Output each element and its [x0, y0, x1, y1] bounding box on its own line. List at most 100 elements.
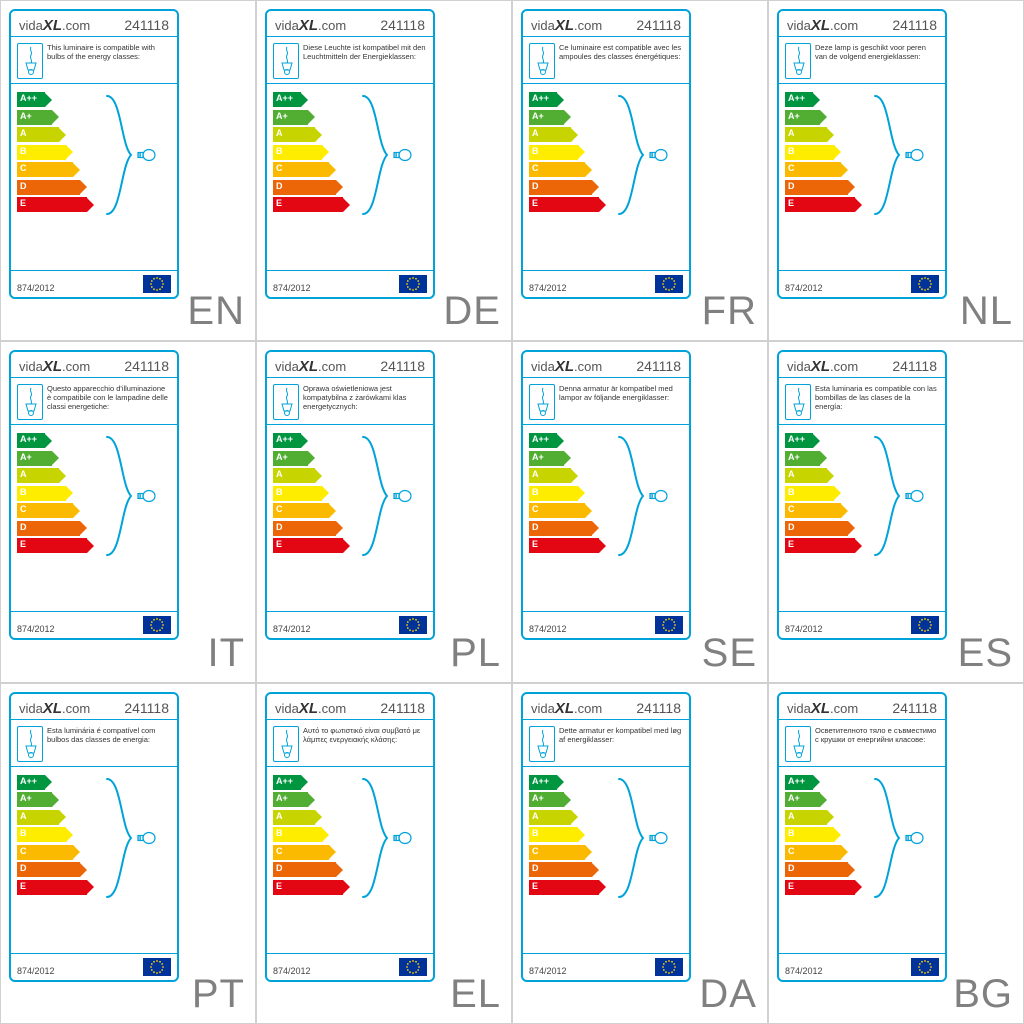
product-code: 241118 — [124, 17, 169, 33]
label-cell: vidaXL.com 241118 Dette armatur er kompa… — [512, 683, 768, 1024]
brand-logo: vidaXL.com — [787, 700, 858, 717]
language-code: EN — [187, 289, 245, 334]
energy-class-chart: A++ A+ A B C — [11, 88, 177, 228]
product-code: 241118 — [892, 17, 937, 33]
pendant-lamp-icon — [529, 384, 555, 420]
label-cell: vidaXL.com 241118 Denna armatur är kompa… — [512, 341, 768, 682]
product-code: 241118 — [636, 17, 681, 33]
regulation-text: 874/2012 — [273, 283, 311, 293]
regulation-text: 874/2012 — [17, 283, 55, 293]
label-cell: vidaXL.com 241118 Esta luminaria es comp… — [768, 341, 1024, 682]
product-code: 241118 — [380, 700, 425, 716]
language-code: PT — [192, 972, 245, 1017]
regulation-text: 874/2012 — [273, 624, 311, 634]
language-code: SE — [702, 631, 757, 676]
product-code: 241118 — [636, 358, 681, 374]
bracket-bulb-icon — [615, 94, 677, 214]
language-code: FR — [702, 289, 757, 334]
language-code: PL — [450, 631, 501, 676]
description-text: Αυτό το φωτιστικό είναι συμβατό με λάμπε… — [303, 726, 427, 762]
bracket-bulb-icon — [103, 777, 165, 897]
label-cell: vidaXL.com 241118 This luminaire is comp… — [0, 0, 256, 341]
description-text: Diese Leuchte ist kompatibel mit den Leu… — [303, 43, 427, 79]
energy-label-card: vidaXL.com 241118 Αυτό το φωτιστικό είνα… — [265, 692, 435, 982]
eu-flag-icon — [655, 958, 683, 976]
energy-label-card: vidaXL.com 241118 Questo apparecchio d'i… — [9, 350, 179, 640]
energy-label-card: vidaXL.com 241118 This luminaire is comp… — [9, 9, 179, 299]
bracket-bulb-icon — [359, 435, 421, 555]
brand-logo: vidaXL.com — [19, 700, 90, 717]
pendant-lamp-icon — [273, 43, 299, 79]
energy-label-card: vidaXL.com 241118 Denna armatur är kompa… — [521, 350, 691, 640]
pendant-lamp-icon — [17, 384, 43, 420]
pendant-lamp-icon — [785, 43, 811, 79]
eu-flag-icon — [655, 275, 683, 293]
brand-logo: vidaXL.com — [19, 17, 90, 34]
eu-flag-icon — [143, 275, 171, 293]
pendant-lamp-icon — [529, 726, 555, 762]
product-code: 241118 — [380, 358, 425, 374]
eu-flag-icon — [143, 958, 171, 976]
bracket-bulb-icon — [103, 94, 165, 214]
pendant-lamp-icon — [273, 726, 299, 762]
description-text: This luminaire is compatible with bulbs … — [47, 43, 171, 79]
regulation-text: 874/2012 — [529, 966, 567, 976]
regulation-text: 874/2012 — [529, 624, 567, 634]
brand-logo: vidaXL.com — [787, 17, 858, 34]
eu-flag-icon — [399, 958, 427, 976]
brand-logo: vidaXL.com — [531, 358, 602, 375]
product-code: 241118 — [124, 358, 169, 374]
label-cell: vidaXL.com 241118 Questo apparecchio d'i… — [0, 341, 256, 682]
bracket-bulb-icon — [871, 435, 933, 555]
pendant-lamp-icon — [529, 43, 555, 79]
brand-logo: vidaXL.com — [275, 358, 346, 375]
eu-flag-icon — [399, 616, 427, 634]
brand-logo: vidaXL.com — [275, 17, 346, 34]
brand-logo: vidaXL.com — [531, 17, 602, 34]
label-cell: vidaXL.com 241118 Oprawa oświetleniowa j… — [256, 341, 512, 682]
bracket-bulb-icon — [871, 777, 933, 897]
language-code: IT — [207, 631, 245, 676]
eu-flag-icon — [399, 275, 427, 293]
label-cell: vidaXL.com 241118 Ce luminaire est compa… — [512, 0, 768, 341]
product-code: 241118 — [124, 700, 169, 716]
eu-flag-icon — [911, 616, 939, 634]
label-cell: vidaXL.com 241118 Αυτό το φωτιστικό είνα… — [256, 683, 512, 1024]
energy-class-chart: A++ A+ A B C — [523, 429, 689, 569]
bracket-bulb-icon — [615, 435, 677, 555]
label-cell: vidaXL.com 241118 Deze lamp is geschikt … — [768, 0, 1024, 341]
eu-flag-icon — [143, 616, 171, 634]
energy-class-chart: A++ A+ A B C — [11, 771, 177, 911]
regulation-text: 874/2012 — [17, 966, 55, 976]
energy-class-chart: A++ A+ A B C — [267, 771, 433, 911]
energy-label-card: vidaXL.com 241118 Esta luminária é compa… — [9, 692, 179, 982]
language-code: DA — [699, 972, 757, 1017]
label-cell: vidaXL.com 241118 Осветителното тяло е с… — [768, 683, 1024, 1024]
eu-flag-icon — [655, 616, 683, 634]
energy-class-chart: A++ A+ A B C — [779, 771, 945, 911]
energy-class-chart: A++ A+ A B C — [523, 88, 689, 228]
energy-class-chart: A++ A+ A B C — [779, 429, 945, 569]
label-cell: vidaXL.com 241118 Diese Leuchte ist komp… — [256, 0, 512, 341]
energy-label-card: vidaXL.com 241118 Esta luminaria es comp… — [777, 350, 947, 640]
pendant-lamp-icon — [17, 726, 43, 762]
energy-class-chart: A++ A+ A B C — [267, 429, 433, 569]
eu-flag-icon — [911, 275, 939, 293]
pendant-lamp-icon — [273, 384, 299, 420]
product-code: 241118 — [892, 358, 937, 374]
product-code: 241118 — [380, 17, 425, 33]
language-code: NL — [960, 289, 1013, 334]
product-code: 241118 — [892, 700, 937, 716]
description-text: Esta luminaria es compatible con las bom… — [815, 384, 939, 420]
description-text: Questo apparecchio d'illuminazione è com… — [47, 384, 171, 420]
regulation-text: 874/2012 — [273, 966, 311, 976]
description-text: Esta luminária é compatível com bulbos d… — [47, 726, 171, 762]
energy-label-card: vidaXL.com 241118 Осветителното тяло е с… — [777, 692, 947, 982]
description-text: Осветителното тяло е съвместимо с крушки… — [815, 726, 939, 762]
description-text: Ce luminaire est compatible avec les amp… — [559, 43, 683, 79]
bracket-bulb-icon — [103, 435, 165, 555]
regulation-text: 874/2012 — [785, 283, 823, 293]
regulation-text: 874/2012 — [785, 966, 823, 976]
energy-class-chart: A++ A+ A B C — [267, 88, 433, 228]
description-text: Deze lamp is geschikt voor peren van de … — [815, 43, 939, 79]
